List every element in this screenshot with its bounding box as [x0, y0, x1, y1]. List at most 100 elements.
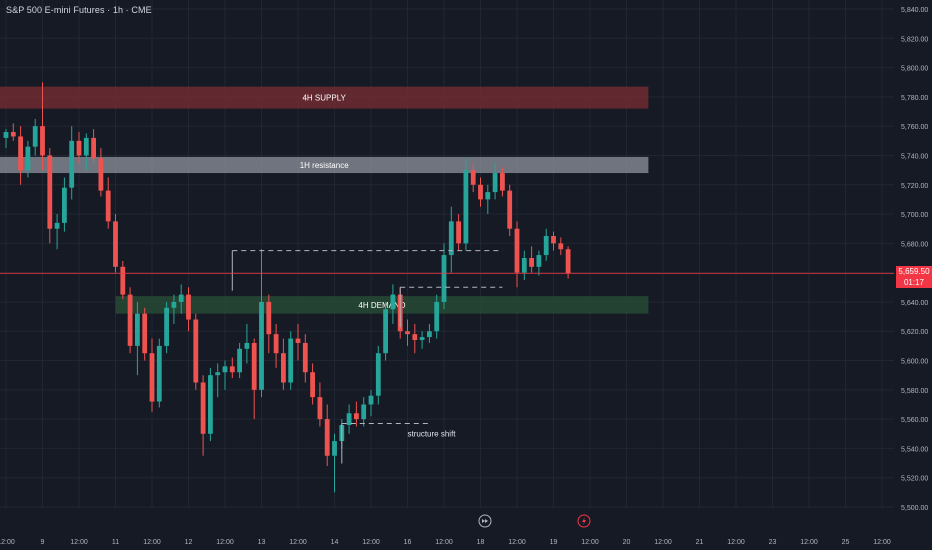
x-tick-label: 19 [550, 539, 558, 546]
candle-body [127, 294, 133, 346]
candle-body [354, 413, 359, 420]
x-tick-label: 12:00 [581, 539, 599, 546]
candle-body [10, 132, 16, 137]
lightning-icon[interactable] [577, 514, 591, 528]
candle-body [244, 342, 250, 349]
y-tick-label: 5,680.00 [901, 241, 928, 248]
grid-layer [0, 0, 894, 508]
candle-body [76, 140, 82, 156]
candle-body [83, 137, 89, 156]
candle-body [171, 301, 177, 308]
candle-body [156, 345, 162, 402]
candle-body [368, 395, 374, 405]
x-tick-label: 12:00 [800, 539, 818, 546]
candle-body [222, 366, 228, 373]
candle-body [18, 136, 23, 171]
candle-body [485, 192, 491, 200]
x-tick-label: 12:00 [70, 539, 88, 546]
zone-supply [0, 86, 649, 109]
annotation-text: structure shift [408, 430, 457, 439]
candle-body [120, 266, 126, 295]
candle-body [565, 249, 571, 274]
candle-body [200, 382, 206, 434]
x-tick-label: 16 [404, 539, 412, 546]
x-tick-label: 12:00 [289, 539, 307, 546]
candle-body [105, 190, 111, 222]
x-tick-label: 12:00 [0, 539, 15, 546]
x-tick-label: 12:00 [362, 539, 380, 546]
x-tick-label: 25 [842, 539, 850, 546]
candle-body [536, 255, 542, 267]
candle-body [32, 126, 38, 147]
candle-body [456, 221, 461, 244]
candle-body [529, 258, 534, 267]
candle-body [478, 184, 483, 200]
candle-body [346, 413, 352, 425]
candle-body [507, 190, 513, 229]
zone-label-resistance: 1H resistance [300, 161, 349, 170]
dashed-level-layer: structure shift [231, 250, 503, 464]
candle-body [215, 372, 221, 376]
candle-body [361, 404, 367, 420]
candle-body [3, 132, 9, 138]
candle-body [62, 187, 67, 223]
candle-body [324, 419, 330, 456]
candle-body [186, 294, 191, 320]
candle-body [500, 173, 505, 191]
candle-body [193, 319, 199, 383]
candle-body [54, 222, 60, 229]
candle-body [492, 173, 498, 193]
candle-body [332, 441, 337, 456]
candle-body [266, 301, 272, 335]
x-tick-label: 11 [112, 539, 119, 546]
candle-body [273, 334, 279, 354]
x-tick-label: 12 [185, 539, 193, 546]
y-tick-label: 5,560.00 [901, 417, 928, 424]
candle-body [302, 342, 308, 373]
candle-body [390, 294, 396, 310]
candle-body [98, 158, 104, 191]
y-tick-label: 5,540.00 [901, 446, 928, 453]
candle-body [441, 255, 447, 302]
candle-body [142, 313, 148, 354]
candle-body [135, 313, 140, 346]
y-tick-label: 5,580.00 [901, 388, 928, 395]
candle-body [281, 353, 286, 383]
x-tick-label: 20 [623, 539, 631, 546]
x-tick-label: 18 [477, 539, 485, 546]
zone-demand [115, 296, 649, 314]
candle-body [47, 155, 53, 229]
y-tick-label: 5,820.00 [901, 36, 928, 43]
x-tick-label: 12:00 [143, 539, 161, 546]
x-tick-label: 12:00 [508, 539, 526, 546]
x-tick-label: 9 [41, 539, 45, 546]
candle-body [69, 140, 75, 188]
candle-body [434, 301, 440, 332]
candle-body [229, 366, 235, 373]
y-tick-label: 5,600.00 [901, 359, 928, 366]
candle-body [149, 353, 155, 402]
y-tick-label: 5,760.00 [901, 124, 928, 131]
candle-body [317, 397, 323, 420]
forward-replay-icon[interactable] [478, 514, 492, 528]
y-tick-label: 5,640.00 [901, 300, 928, 307]
candle-body [178, 294, 184, 302]
zone-label-demand: 4H DEMAND [358, 301, 405, 310]
candle-body [295, 338, 301, 343]
candle-body [558, 243, 564, 250]
chart-title: S&P 500 E-mini Futures · 1h · CME [6, 5, 152, 15]
candle-body [259, 301, 264, 390]
zone-layer: 4H SUPPLY 1H resistance 4H DEMAND [0, 86, 649, 314]
candle-body [470, 170, 476, 185]
candle-body [448, 221, 454, 256]
y-tick-label: 5,500.00 [901, 505, 928, 512]
x-tick-label: 21 [696, 539, 704, 546]
candle-body [208, 375, 213, 434]
candle-body [40, 126, 45, 156]
candle-body [164, 307, 169, 346]
y-tick-label: 5,780.00 [901, 95, 928, 102]
candle-body [383, 309, 388, 354]
candle-layer [3, 82, 571, 493]
